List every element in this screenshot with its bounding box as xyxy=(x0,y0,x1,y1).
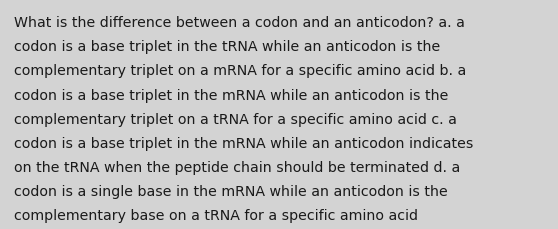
Text: codon is a base triplet in the mRNA while an anticodon indicates: codon is a base triplet in the mRNA whil… xyxy=(14,136,473,150)
Text: on the tRNA when the peptide chain should be terminated d. a: on the tRNA when the peptide chain shoul… xyxy=(14,160,460,174)
Text: complementary base on a tRNA for a specific amino acid: complementary base on a tRNA for a speci… xyxy=(14,208,418,222)
Text: What is the difference between a codon and an anticodon? a. a: What is the difference between a codon a… xyxy=(14,16,465,30)
Text: complementary triplet on a mRNA for a specific amino acid b. a: complementary triplet on a mRNA for a sp… xyxy=(14,64,466,78)
Text: codon is a single base in the mRNA while an anticodon is the: codon is a single base in the mRNA while… xyxy=(14,184,448,198)
Text: complementary triplet on a tRNA for a specific amino acid c. a: complementary triplet on a tRNA for a sp… xyxy=(14,112,457,126)
Text: codon is a base triplet in the mRNA while an anticodon is the: codon is a base triplet in the mRNA whil… xyxy=(14,88,448,102)
Text: codon is a base triplet in the tRNA while an anticodon is the: codon is a base triplet in the tRNA whil… xyxy=(14,40,440,54)
